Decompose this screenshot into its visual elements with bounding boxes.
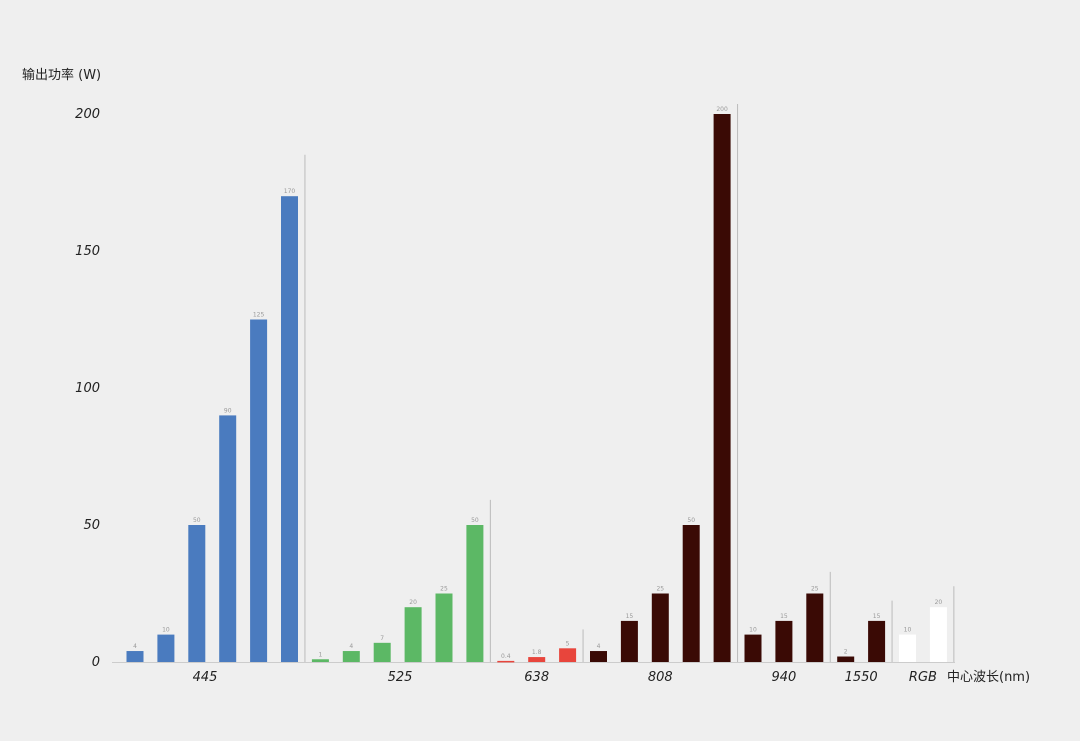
x-category-label: 525	[388, 670, 413, 685]
data-label: 90	[224, 407, 232, 414]
bar	[126, 651, 144, 662]
data-label: 50	[687, 517, 695, 524]
data-label: 125	[253, 312, 265, 319]
y-tick-label: 0	[92, 655, 100, 670]
data-label: 5	[566, 640, 570, 647]
data-label: 7	[380, 635, 384, 642]
bar	[528, 657, 546, 662]
data-label: 15	[626, 613, 634, 620]
data-label: 170	[284, 188, 296, 195]
data-label: 1.8	[532, 649, 542, 656]
bar	[466, 525, 484, 662]
bar	[157, 634, 175, 662]
data-label: 1	[318, 651, 322, 658]
data-label: 20	[935, 599, 943, 606]
data-label: 25	[656, 586, 664, 593]
bar	[868, 620, 886, 662]
data-label: 50	[471, 517, 479, 524]
bar	[713, 114, 731, 662]
bar	[559, 648, 577, 662]
bar	[620, 620, 638, 662]
data-label: 200	[716, 106, 728, 113]
bar	[775, 620, 793, 662]
x-category-label: 808	[648, 670, 673, 685]
bar	[281, 196, 298, 662]
x-category-label: RGB	[909, 670, 937, 685]
data-label: 0.4	[501, 653, 511, 660]
x-axis-title: 中心波长(nm)	[947, 670, 1030, 685]
y-tick-label: 50	[83, 518, 100, 533]
data-label: 4	[133, 643, 137, 650]
data-label: 20	[409, 599, 417, 606]
bar	[899, 634, 916, 662]
data-label: 4	[349, 643, 353, 650]
data-label: 10	[749, 627, 757, 634]
data-label: 2	[844, 649, 848, 656]
x-category-label: 1550	[845, 670, 878, 685]
bar	[806, 593, 824, 662]
bar	[651, 593, 669, 662]
x-category-label: 940	[771, 670, 796, 685]
data-label: 10	[904, 627, 912, 634]
bar	[373, 642, 391, 662]
bar	[837, 656, 855, 662]
y-tick-label: 150	[75, 244, 100, 259]
x-category-label: 638	[524, 670, 549, 685]
bar	[497, 660, 515, 663]
bar	[590, 651, 607, 662]
y-tick-label: 100	[75, 381, 100, 396]
y-axis-title: 输出功率 (W)	[22, 67, 101, 83]
data-label: 10	[162, 627, 170, 634]
data-label: 50	[193, 517, 201, 524]
bar	[250, 319, 268, 662]
y-tick-label: 200	[75, 107, 100, 122]
bar	[682, 525, 700, 662]
bar	[435, 593, 453, 662]
bar	[929, 607, 947, 662]
bar	[311, 659, 329, 662]
x-category-label: 445	[193, 670, 218, 685]
data-label: 15	[780, 613, 788, 620]
bar	[219, 415, 237, 662]
bar	[342, 651, 360, 662]
bar	[404, 607, 422, 662]
data-label: 25	[811, 586, 819, 593]
bar	[188, 525, 206, 662]
data-label: 15	[873, 613, 881, 620]
data-label: 25	[440, 586, 448, 593]
bar	[744, 634, 762, 662]
data-label: 4	[597, 643, 601, 650]
